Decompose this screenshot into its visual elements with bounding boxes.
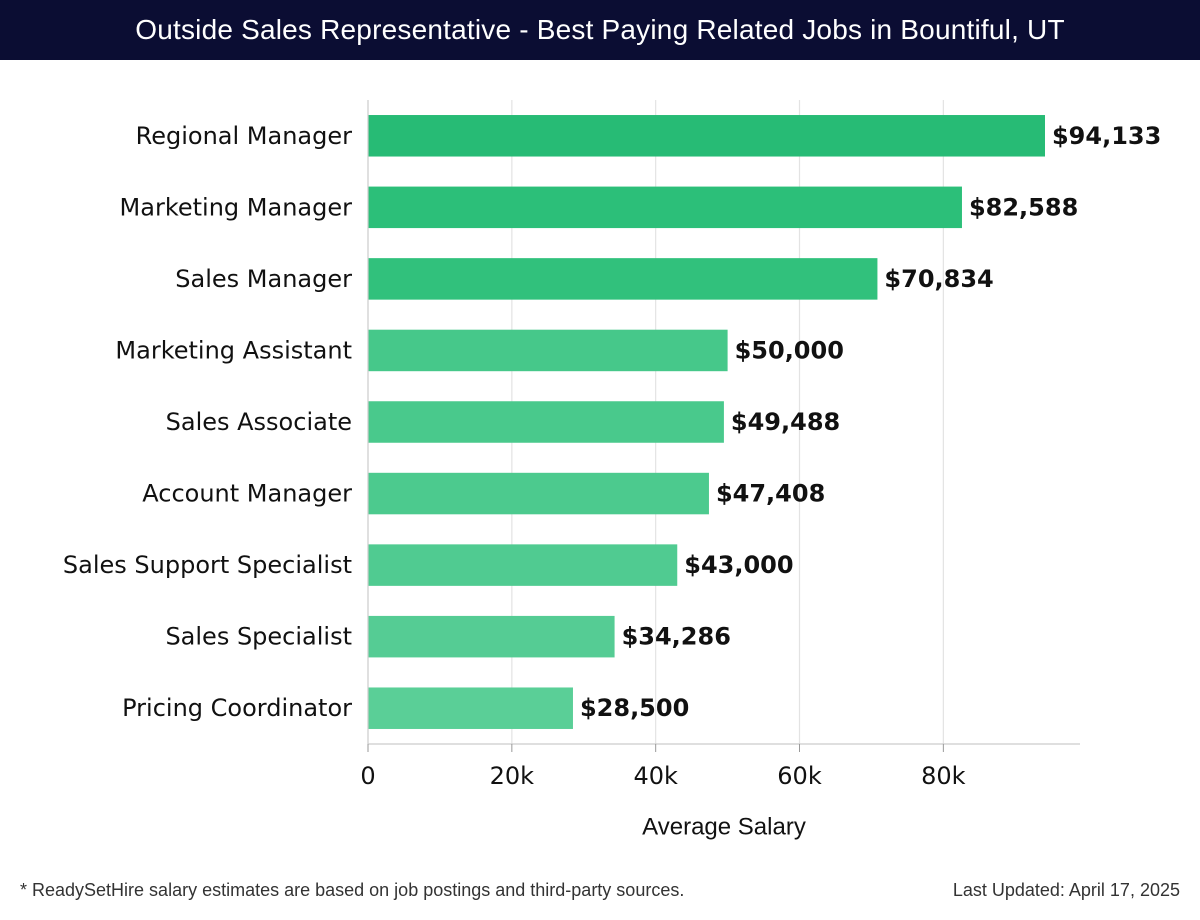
value-label: $82,588 — [969, 193, 1078, 221]
value-label: $94,133 — [1052, 122, 1161, 150]
bar-sales-support-specialist — [368, 544, 678, 586]
category-label: Sales Specialist — [165, 623, 352, 651]
value-label: $50,000 — [735, 336, 844, 364]
bar-account-manager — [368, 472, 709, 515]
footer-updated: Last Updated: April 17, 2025 — [952, 880, 1180, 900]
value-label: $70,834 — [884, 265, 993, 293]
x-tick-label: 80k — [921, 762, 966, 790]
category-label: Marketing Manager — [120, 193, 353, 221]
bar-sales-associate — [368, 401, 724, 443]
x-tick-label: 60k — [777, 762, 822, 790]
bar-regional-manager — [368, 115, 1045, 157]
bar-pricing-coordinator — [368, 687, 573, 729]
value-label: $28,500 — [580, 694, 689, 722]
chart-title-bar: Outside Sales Representative - Best Payi… — [0, 0, 1200, 60]
value-label: $47,408 — [716, 480, 825, 508]
category-label: Sales Support Specialist — [63, 551, 352, 579]
category-label: Regional Manager — [136, 122, 352, 150]
category-label: Marketing Assistant — [115, 336, 352, 364]
bar-marketing-manager — [368, 186, 962, 229]
labels: Regional Manager $94,133 Marketing Manager… — [63, 122, 1161, 841]
category-label: Sales Associate — [166, 408, 352, 436]
bar-chart: Regional Manager $94,133 Marketing Manager… — [63, 100, 1161, 841]
chart-title: Outside Sales Representative - Best Payi… — [135, 14, 1065, 45]
axes — [367, 100, 1080, 752]
bar-sales-manager — [368, 258, 878, 300]
category-label: Pricing Coordinator — [122, 694, 352, 722]
value-label: $49,488 — [731, 408, 840, 436]
x-tick-label: 40k — [633, 762, 678, 790]
bar-sales-specialist — [368, 615, 615, 658]
x-tick-label: 0 — [360, 762, 375, 790]
category-label: Account Manager — [142, 480, 352, 508]
value-label: $43,000 — [684, 551, 793, 579]
value-label: $34,286 — [622, 623, 731, 651]
x-tick-label: 20k — [490, 762, 535, 790]
x-axis-title: Average Salary — [642, 814, 806, 841]
category-label: Sales Manager — [175, 265, 352, 293]
bar-marketing-assistant — [368, 329, 728, 372]
bars — [368, 115, 1045, 729]
footer-note: * ReadySetHire salary estimates are base… — [20, 880, 685, 900]
